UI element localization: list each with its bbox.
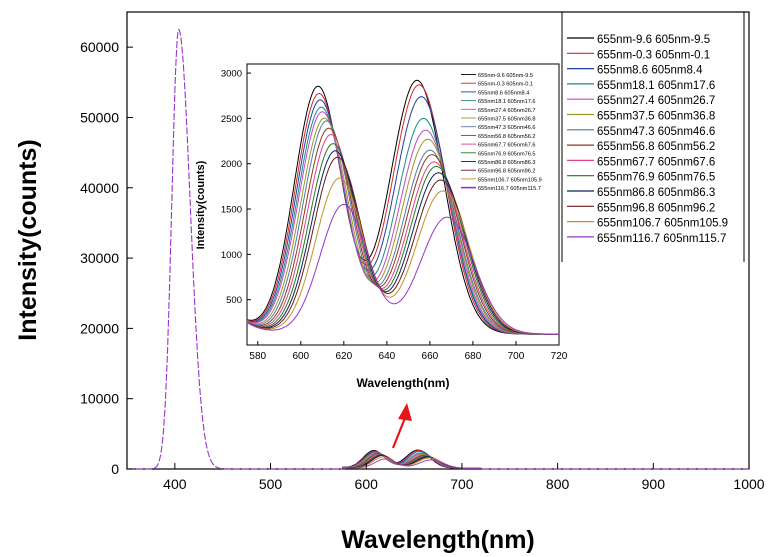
inset-series-group: [246, 79, 559, 335]
legend-entry-label: 655nm67.7 605nm67.6: [597, 156, 715, 168]
excitation-peak-line: [127, 28, 749, 470]
inset-chart: 580 600 620 640 660 680 700 720 500 1000 1500 2000…: [195, 63, 568, 390]
main-y-tick-label: 30000: [80, 250, 119, 266]
legend-entry-label: 655nm56.8 605nm56.2: [597, 141, 715, 153]
inset-y-axis: 500 1000 1500 2000 2500 3000: [221, 69, 251, 306]
inset-x-tick-label: 600: [292, 351, 309, 362]
main-series-line-14: [342, 458, 482, 469]
inset-y-tick-label: 3000: [221, 69, 242, 80]
main-legend: 655nm-9.6 605nm-9.5 655nm-0.3 605nm-0.1 65…: [561, 12, 745, 262]
inset-legend-label: 655nm76.9 605nm76.5: [478, 151, 536, 157]
inset-x-tick-label: 640: [379, 351, 396, 362]
inset-x-tick-label: 660: [422, 351, 439, 362]
inset-legend-label: 655nm27.4 605nm26.7: [478, 108, 536, 114]
legend-entry-label: 655nm96.8 605nm96.2: [597, 202, 715, 214]
legend-entry-label: 655nm-9.6 605nm-9.5: [597, 34, 710, 46]
inset-y-tick-label: 500: [226, 295, 242, 306]
legend-entry-label: 655nm116.7 605nm115.7: [597, 233, 726, 245]
inset-legend-label: 655nm-9.6 605nm-9.5: [478, 73, 533, 79]
inset-x-tick-label: 620: [335, 351, 352, 362]
main-plot-frame: [126, 11, 750, 470]
inset-legend-label: 655nm18.1 605nm17.6: [478, 99, 536, 105]
inset-series-line-10: [246, 143, 559, 335]
inset-legend-label: 655nm37.5 605nm36.8: [478, 117, 536, 123]
legend-entry-label: 655nm86.8 605nm86.3: [597, 187, 715, 199]
inset-x-axis: 580 600 620 640 660 680 700 720: [249, 341, 568, 362]
main-chart: 400 500 600 700 800 900 1000 0 10000 20000 30000 4…: [14, 11, 765, 554]
inset-y-tick-label: 1500: [221, 205, 242, 216]
main-y-axis: 0 10000 20000 30000 40000 50000 60000: [80, 39, 133, 477]
inset-legend-label: 655nm-0.3 605nm-0.1: [478, 82, 533, 88]
legend-entry-label: 655nm-0.3 605nm-0.1: [597, 49, 710, 61]
inset-legend: 655nm-9.6 605nm-9.5 655nm-0.3 605nm-0.1 65…: [461, 73, 542, 192]
main-y-axis-label: Intensity(counts): [14, 139, 42, 340]
legend-entry-label: 655nm27.4 605nm26.7: [597, 95, 715, 107]
main-x-tick-label: 800: [546, 476, 570, 492]
inset-y-tick-label: 1000: [221, 250, 242, 261]
inset-y-axis-label: Intensity(counts): [195, 160, 207, 249]
inset-x-tick-label: 700: [508, 351, 525, 362]
main-x-axis: 400 500 600 700 800 900 1000: [163, 463, 765, 492]
inset-legend-label: 655nm8.6 605nm8.4: [478, 90, 529, 96]
main-x-tick-label: 1000: [733, 476, 764, 492]
inset-y-tick-label: 2000: [221, 159, 242, 170]
legend-entry-label: 655nm18.1 605nm17.6: [597, 80, 715, 92]
main-y-tick-label: 50000: [80, 109, 119, 125]
annotation-arrow: [391, 403, 412, 449]
legend-entry-label: 655nm8.6 605nm8.4: [597, 65, 703, 77]
main-y-tick-label: 40000: [80, 180, 119, 196]
inset-legend-label: 655nm47.3 605nm46.6: [478, 125, 536, 131]
inset-x-tick-label: 720: [551, 351, 568, 362]
main-x-tick-label: 600: [355, 476, 379, 492]
inset-series-line-11: [246, 150, 559, 335]
inset-series-line-9: [246, 133, 559, 335]
main-y-tick-label: 10000: [80, 391, 119, 407]
inset-legend-label: 655nm96.8 605nm96.2: [478, 169, 536, 175]
inset-x-tick-label: 680: [465, 351, 482, 362]
inset-plot-frame: [246, 63, 560, 346]
main-y-tick-label: 0: [111, 461, 119, 477]
inset-legend-label: 655nm67.7 605nm67.6: [478, 143, 536, 149]
inset-legend-label: 655nm86.8 605nm86.3: [478, 160, 536, 166]
inset-legend-label: 655nm116.7 605nm115.7: [478, 186, 541, 192]
main-x-tick-label: 500: [259, 476, 283, 492]
inset-series-line-7: [246, 120, 559, 335]
legend-entry-label: 655nm37.5 605nm36.8: [597, 111, 715, 123]
inset-legend-label: 655nm56.8 605nm56.2: [478, 134, 536, 140]
inset-x-axis-label: Wavelength(nm): [357, 376, 450, 390]
main-x-tick-label: 900: [642, 476, 666, 492]
main-x-axis-label: Wavelength(nm): [341, 526, 535, 554]
inset-series-line-12: [246, 156, 559, 335]
inset-series-line-13: [246, 177, 559, 335]
main-x-tick-label: 400: [163, 476, 187, 492]
legend-entry-label: 655nm76.9 605nm76.5: [597, 172, 715, 184]
legend-entry-label: 655nm106.7 605nm105.9: [597, 218, 728, 230]
main-y-tick-label: 60000: [80, 39, 119, 55]
main-y-tick-label: 20000: [80, 320, 119, 336]
inset-series-line-14: [246, 203, 559, 335]
main-series-group: [127, 28, 749, 470]
main-x-tick-label: 700: [450, 476, 474, 492]
inset-x-tick-label: 580: [249, 351, 266, 362]
legend-entry-label: 655nm47.3 605nm46.6: [597, 126, 715, 138]
inset-y-tick-label: 2500: [221, 114, 242, 125]
inset-series-line-8: [246, 127, 559, 335]
inset-legend-label: 655nm106.7 605nm105.9: [478, 177, 542, 183]
